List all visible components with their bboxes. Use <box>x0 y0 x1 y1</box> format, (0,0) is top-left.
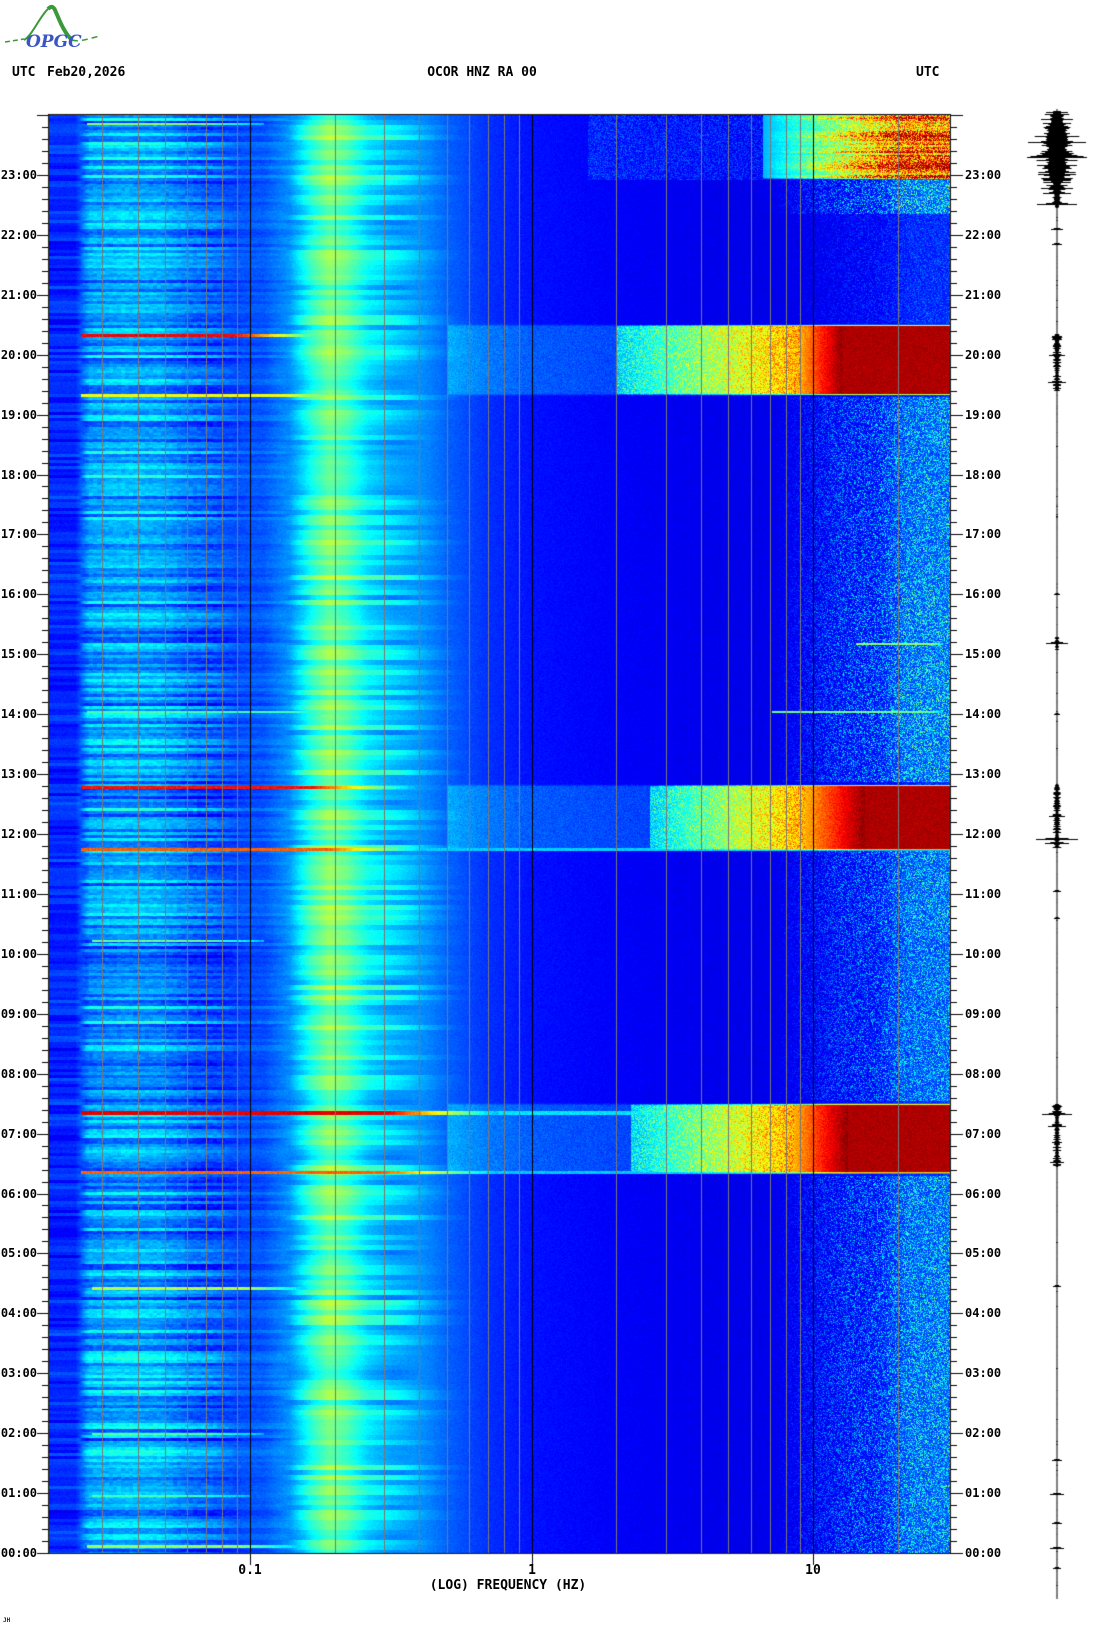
time-label-right: 05:00 <box>965 1246 1002 1260</box>
time-label-left: 16:00 <box>0 587 37 601</box>
time-label-left: 11:00 <box>0 887 37 901</box>
time-label-left: 08:00 <box>0 1067 37 1081</box>
time-label-right: 14:00 <box>965 707 1002 721</box>
x-axis-label: (LOG) FREQUENCY (HZ) <box>429 1578 587 1593</box>
logo-dash-left-icon <box>4 38 25 43</box>
time-label-right: 03:00 <box>965 1366 1002 1380</box>
time-label-left: 04:00 <box>0 1306 37 1320</box>
station-title: OCOR HNZ RA 00 <box>427 65 537 80</box>
time-label-left: 14:00 <box>0 707 37 721</box>
utc-left-label: UTC <box>12 65 36 80</box>
time-label-left: 20:00 <box>0 348 37 362</box>
utc-right-label: UTC <box>916 65 940 80</box>
time-label-left: 09:00 <box>0 1007 37 1021</box>
time-label-left: 13:00 <box>0 767 37 781</box>
time-label-right: 06:00 <box>965 1187 1002 1201</box>
time-label-left: 19:00 <box>0 408 37 422</box>
time-label-right: 09:00 <box>965 1007 1002 1021</box>
time-label-right: 13:00 <box>965 767 1002 781</box>
time-label-left: 03:00 <box>0 1366 37 1380</box>
time-label-right: 20:00 <box>965 348 1002 362</box>
time-label-right: 16:00 <box>965 587 1002 601</box>
time-label-right: 11:00 <box>965 887 1002 901</box>
time-label-right: 01:00 <box>965 1486 1002 1500</box>
time-label-right: 02:00 <box>965 1426 1002 1440</box>
time-label-right: 08:00 <box>965 1067 1002 1081</box>
opgc-logo: OPGC <box>4 4 101 52</box>
time-label-left: 07:00 <box>0 1127 37 1141</box>
freq-tick-label: 0.1 <box>238 1563 262 1578</box>
time-label-left: 18:00 <box>0 468 37 482</box>
freq-tick-label: 1 <box>528 1563 536 1578</box>
time-label-right: 21:00 <box>965 288 1002 302</box>
time-label-left: 06:00 <box>0 1187 37 1201</box>
time-label-left: 17:00 <box>0 527 37 541</box>
footer-mark: JH <box>3 1617 11 1624</box>
time-label-left: 02:00 <box>0 1426 37 1440</box>
opgc-logo-text: OPGC <box>26 32 82 52</box>
freq-tick-label: 10 <box>805 1563 821 1578</box>
time-label-left: 10:00 <box>0 947 37 961</box>
time-label-left: 05:00 <box>0 1246 37 1260</box>
time-label-right: 15:00 <box>965 647 1002 661</box>
time-label-left: 22:00 <box>0 228 37 242</box>
time-label-left: 01:00 <box>0 1486 37 1500</box>
spectrogram-canvas <box>49 115 950 1553</box>
time-label-left: 23:00 <box>0 168 37 182</box>
time-label-right: 12:00 <box>965 827 1002 841</box>
time-label-right: 00:00 <box>965 1546 1002 1560</box>
time-label-right: 10:00 <box>965 947 1002 961</box>
time-label-right: 22:00 <box>965 228 1002 242</box>
time-label-left: 21:00 <box>0 288 37 302</box>
time-label-left: 12:00 <box>0 827 37 841</box>
time-label-right: 18:00 <box>965 468 1002 482</box>
time-label-right: 23:00 <box>965 168 1002 182</box>
time-label-right: 19:00 <box>965 408 1002 422</box>
time-label-left: 00:00 <box>0 1546 37 1560</box>
date-label: Feb20,2026 <box>47 65 126 80</box>
time-label-left: 15:00 <box>0 647 37 661</box>
time-label-right: 07:00 <box>965 1127 1002 1141</box>
time-label-right: 17:00 <box>965 527 1002 541</box>
time-label-right: 04:00 <box>965 1306 1002 1320</box>
